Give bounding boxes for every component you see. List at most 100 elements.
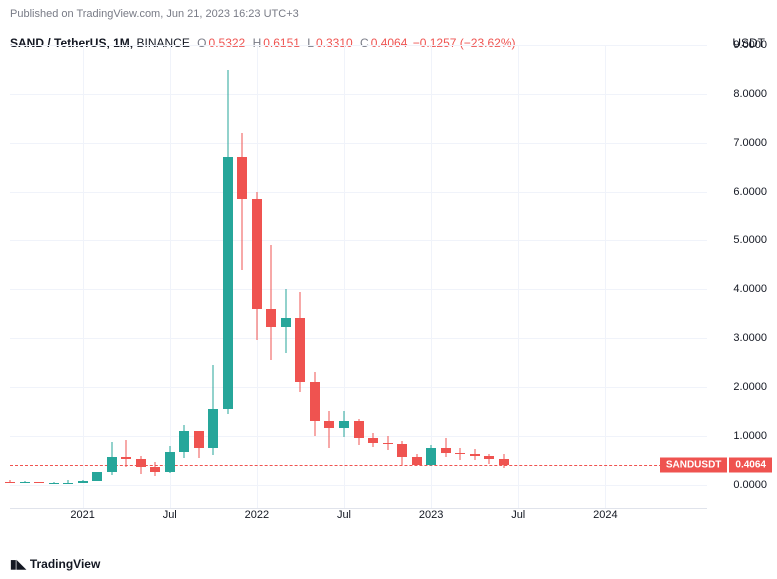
y-tick-label: 9.0000 bbox=[733, 39, 767, 51]
y-tick-label: 6.0000 bbox=[733, 186, 767, 198]
x-tick-label: Jul bbox=[511, 509, 525, 521]
candlestick-chart[interactable]: SANDUSDT0.4064 bbox=[10, 45, 707, 509]
candle bbox=[208, 45, 218, 509]
vgridline bbox=[605, 45, 606, 508]
x-tick-label: 2024 bbox=[593, 509, 617, 521]
candle-body bbox=[499, 459, 509, 465]
candle bbox=[92, 45, 102, 509]
candle-body bbox=[281, 318, 291, 328]
candle bbox=[49, 45, 59, 509]
x-tick-label: Jul bbox=[163, 509, 177, 521]
tradingview-logo: ▮◣ TradingView bbox=[10, 557, 100, 571]
candle-body bbox=[49, 483, 59, 484]
candle-body bbox=[208, 409, 218, 449]
candle-body bbox=[324, 421, 334, 428]
x-axis: 2021 Jul 2022 Jul 2023 Jul 2024 bbox=[10, 509, 707, 529]
y-tick-label: 7.0000 bbox=[733, 137, 767, 149]
candle-body bbox=[107, 457, 117, 473]
candle bbox=[107, 45, 117, 509]
candle bbox=[368, 45, 378, 509]
candle-body bbox=[310, 382, 320, 421]
candle bbox=[150, 45, 160, 509]
candle bbox=[63, 45, 73, 509]
candle-wick bbox=[126, 440, 127, 468]
candle bbox=[354, 45, 364, 509]
candle-body bbox=[383, 443, 393, 444]
candle-body bbox=[63, 483, 73, 484]
candle-body bbox=[34, 482, 44, 483]
candle-body bbox=[470, 454, 480, 456]
candle bbox=[310, 45, 320, 509]
candle-body bbox=[252, 199, 262, 309]
candle bbox=[426, 45, 436, 509]
candle bbox=[383, 45, 393, 509]
y-tick-label: 4.0000 bbox=[733, 283, 767, 295]
candle-body bbox=[20, 482, 30, 483]
candle-body bbox=[179, 431, 189, 452]
candle bbox=[397, 45, 407, 509]
candle-body bbox=[426, 448, 436, 465]
candle-body bbox=[5, 482, 15, 483]
published-header: Published on TradingView.com, Jun 21, 20… bbox=[10, 8, 299, 20]
y-axis: 0.0000 1.0000 2.0000 3.0000 4.0000 5.0000 6.00… bbox=[712, 45, 767, 509]
candle bbox=[441, 45, 451, 509]
candle bbox=[121, 45, 131, 509]
candle bbox=[484, 45, 494, 509]
candle bbox=[412, 45, 422, 509]
candle bbox=[339, 45, 349, 509]
y-tick-label: 5.0000 bbox=[733, 234, 767, 246]
candle bbox=[324, 45, 334, 509]
candle bbox=[281, 45, 291, 509]
candle-body bbox=[237, 157, 247, 199]
x-tick-label: Jul bbox=[337, 509, 351, 521]
candle bbox=[266, 45, 276, 509]
candle-body bbox=[266, 309, 276, 328]
vgridline bbox=[518, 45, 519, 508]
candle bbox=[5, 45, 15, 509]
candle-wick bbox=[329, 411, 330, 448]
y-tick-label: 8.0000 bbox=[733, 88, 767, 100]
candle bbox=[194, 45, 204, 509]
y-tick-label: 3.0000 bbox=[733, 332, 767, 344]
x-tick-label: 2022 bbox=[245, 509, 269, 521]
candle bbox=[223, 45, 233, 509]
candle-body bbox=[295, 318, 305, 382]
candle bbox=[165, 45, 175, 509]
x-tick-label: 2021 bbox=[70, 509, 94, 521]
y-tick-label: 0.0000 bbox=[733, 479, 767, 491]
tradingview-text: TradingView bbox=[30, 557, 100, 571]
candle bbox=[20, 45, 30, 509]
candle-body bbox=[194, 431, 204, 448]
candle-body bbox=[136, 459, 146, 467]
candle-body bbox=[397, 444, 407, 457]
candle-body bbox=[484, 456, 494, 458]
tradingview-icon: ▮◣ bbox=[10, 557, 26, 571]
candle-wick bbox=[242, 133, 243, 270]
candle-body bbox=[441, 448, 451, 453]
candle-body bbox=[121, 457, 131, 459]
y-tick-label: 1.0000 bbox=[733, 430, 767, 442]
candle bbox=[499, 45, 509, 509]
candle-body bbox=[412, 457, 422, 465]
candle-body bbox=[92, 472, 102, 480]
candle-body bbox=[78, 481, 88, 483]
candle-body bbox=[339, 421, 349, 428]
candle-wick bbox=[271, 245, 272, 360]
candle-body bbox=[165, 452, 175, 472]
candle-body bbox=[455, 453, 465, 454]
candle bbox=[179, 45, 189, 509]
candle-body bbox=[354, 421, 364, 438]
candle-body bbox=[223, 157, 233, 409]
candle bbox=[237, 45, 247, 509]
candle bbox=[78, 45, 88, 509]
candle bbox=[295, 45, 305, 509]
candle bbox=[252, 45, 262, 509]
candle bbox=[136, 45, 146, 509]
candle-body bbox=[368, 438, 378, 443]
candle bbox=[34, 45, 44, 509]
candle bbox=[455, 45, 465, 509]
x-tick-label: 2023 bbox=[419, 509, 443, 521]
candle-body bbox=[150, 467, 160, 472]
y-tick-label: 2.0000 bbox=[733, 381, 767, 393]
candle bbox=[470, 45, 480, 509]
